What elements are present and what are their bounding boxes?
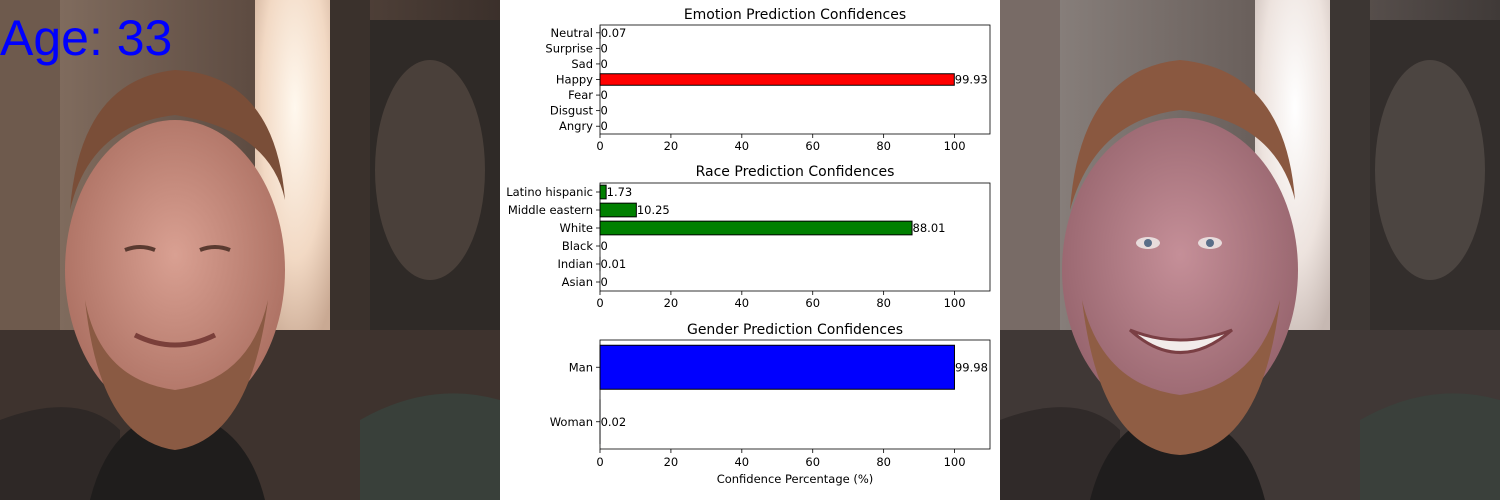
x-tick-label: 40 xyxy=(734,455,749,469)
x-tick-label: 80 xyxy=(876,455,891,469)
x-tick-label: 60 xyxy=(805,139,820,153)
category-label: Middle eastern xyxy=(508,203,593,217)
original-photo: Age: 33 xyxy=(0,0,500,500)
value-label: 0 xyxy=(601,275,608,289)
value-label: 0.02 xyxy=(601,415,627,429)
category-label: Surprise xyxy=(545,41,593,55)
x-tick-label: 0 xyxy=(596,455,603,469)
value-label: 0 xyxy=(601,41,608,55)
chart-2: Gender Prediction Confidences Woman 0.02 Ma… xyxy=(550,322,991,486)
x-tick-label: 60 xyxy=(805,455,820,469)
category-label: Woman xyxy=(550,415,593,429)
chart-title: Emotion Prediction Confidences xyxy=(684,7,906,23)
bar-latino-hispanic xyxy=(599,184,607,200)
value-label: 0 xyxy=(601,119,608,133)
x-tick-label: 40 xyxy=(734,296,749,310)
plot-frame xyxy=(599,339,991,450)
bar-man xyxy=(599,344,955,390)
value-label: 0 xyxy=(601,57,608,71)
category-label: Man xyxy=(569,360,593,374)
bar-middle-eastern xyxy=(599,202,637,218)
value-label: 0 xyxy=(601,104,608,118)
category-label: Neutral xyxy=(551,26,593,40)
chart-title: Race Prediction Confidences xyxy=(696,164,895,180)
value-label: 99.93 xyxy=(955,73,988,87)
plot-frame xyxy=(599,182,991,292)
category-label: White xyxy=(560,221,593,235)
value-label: 10.25 xyxy=(637,203,670,217)
category-label: Sad xyxy=(571,57,593,71)
category-label: Latino hispanic xyxy=(506,185,593,199)
x-axis-label: Confidence Percentage (%) xyxy=(717,472,874,486)
plot-frame xyxy=(599,24,991,135)
bar-happy xyxy=(599,73,955,86)
x-tick-label: 100 xyxy=(944,455,966,469)
transformed-photo xyxy=(1000,0,1500,500)
age-label: Age: 33 xyxy=(0,10,173,66)
x-tick-label: 0 xyxy=(596,139,603,153)
x-tick-label: 40 xyxy=(734,139,749,153)
bar-white xyxy=(599,220,913,236)
x-tick-label: 20 xyxy=(664,139,679,153)
category-label: Disgust xyxy=(550,104,594,118)
value-label: 99.98 xyxy=(955,360,988,374)
category-label: Fear xyxy=(568,88,593,102)
category-label: Angry xyxy=(559,119,593,133)
prediction-charts: Emotion Prediction Confidences Angry 0 Disg… xyxy=(500,0,1000,500)
category-label: Black xyxy=(562,239,593,253)
value-label: 0 xyxy=(601,239,608,253)
x-tick-label: 60 xyxy=(805,296,820,310)
category-label: Happy xyxy=(556,73,593,87)
value-label: 0.07 xyxy=(601,26,627,40)
x-tick-label: 20 xyxy=(664,296,679,310)
value-label: 0 xyxy=(601,88,608,102)
category-label: Indian xyxy=(557,257,593,271)
x-tick-label: 0 xyxy=(596,296,603,310)
x-tick-label: 100 xyxy=(944,296,966,310)
x-tick-label: 100 xyxy=(944,139,966,153)
chart-title: Gender Prediction Confidences xyxy=(687,322,903,338)
x-tick-label: 80 xyxy=(876,139,891,153)
x-tick-label: 20 xyxy=(664,455,679,469)
category-label: Asian xyxy=(562,275,593,289)
value-label: 88.01 xyxy=(913,221,946,235)
value-label: 0.01 xyxy=(601,257,627,271)
value-label: 1.73 xyxy=(607,185,633,199)
x-tick-label: 80 xyxy=(876,296,891,310)
